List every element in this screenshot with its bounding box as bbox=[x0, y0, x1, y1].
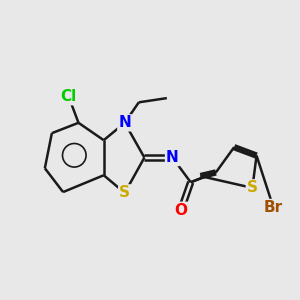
Text: N: N bbox=[166, 150, 179, 165]
Text: S: S bbox=[247, 180, 258, 195]
Text: S: S bbox=[119, 185, 130, 200]
Text: O: O bbox=[174, 203, 187, 218]
Text: Cl: Cl bbox=[61, 89, 77, 104]
Text: N: N bbox=[118, 115, 131, 130]
Text: Br: Br bbox=[264, 200, 283, 215]
